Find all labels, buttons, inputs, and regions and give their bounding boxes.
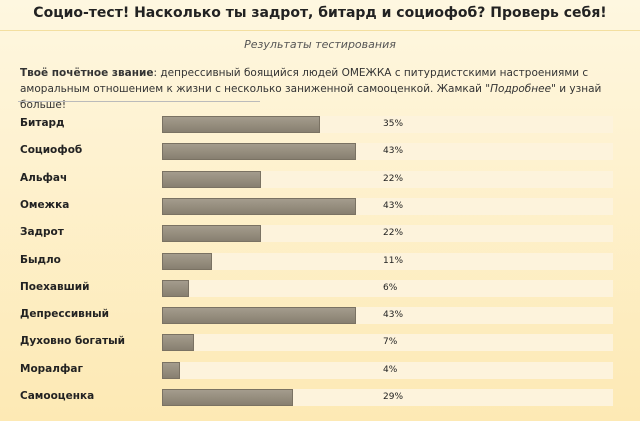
row-label: Альфач xyxy=(20,171,68,184)
value-label: 43% xyxy=(383,146,404,157)
row-label: Моралфаг xyxy=(20,362,83,375)
divider xyxy=(0,30,640,31)
bar xyxy=(162,225,262,243)
row-label: Самооценка xyxy=(20,390,95,402)
bar-track xyxy=(162,334,613,352)
value-label: 11% xyxy=(383,255,404,266)
bar xyxy=(162,334,194,352)
bar xyxy=(162,389,293,406)
separator xyxy=(18,101,260,102)
bar-track xyxy=(162,225,613,243)
page-title: Социо-тест! Насколько ты задрот, битард … xyxy=(33,5,607,21)
bar-track xyxy=(162,252,613,270)
bar xyxy=(162,307,356,325)
value-label: 4% xyxy=(383,364,398,375)
value-label: 43% xyxy=(383,200,404,211)
row-label: Быдло xyxy=(20,253,61,266)
bar xyxy=(162,361,181,379)
bar-track xyxy=(162,361,613,379)
value-label: 22% xyxy=(383,228,404,239)
bar xyxy=(162,279,190,297)
bar xyxy=(162,252,212,270)
row-label: Социофоб xyxy=(20,144,83,157)
description-label: Твоё почётное звание xyxy=(20,67,154,79)
bar xyxy=(162,143,356,161)
value-label: 35% xyxy=(383,119,404,129)
row-label: Битард xyxy=(20,117,65,129)
bar xyxy=(162,170,262,188)
bar xyxy=(162,116,320,133)
more-link[interactable]: Подробнее xyxy=(490,83,552,95)
value-label: 7% xyxy=(383,337,398,348)
description-suffix: " и узнай больше! xyxy=(20,83,602,111)
bar-track xyxy=(162,279,613,297)
subtitle: Результаты тестирования xyxy=(244,38,396,51)
value-label: 29% xyxy=(383,392,404,402)
row-label: Депрессивный xyxy=(20,308,109,321)
bar-track xyxy=(162,170,613,188)
value-label: 6% xyxy=(383,282,398,293)
row-label: Духовно богатый xyxy=(20,335,126,348)
value-label: 43% xyxy=(383,310,404,321)
row-label: Омежка xyxy=(20,198,70,211)
description: Твоё почётное звание: депрессивный боящи… xyxy=(20,65,620,113)
row-label: Поехавший xyxy=(20,280,90,293)
description-text: : депрессивный боящийся людей ОМЕЖКА с п… xyxy=(20,67,589,95)
bar xyxy=(162,197,356,215)
row-label: Задрот xyxy=(20,226,64,239)
value-label: 22% xyxy=(383,173,404,184)
